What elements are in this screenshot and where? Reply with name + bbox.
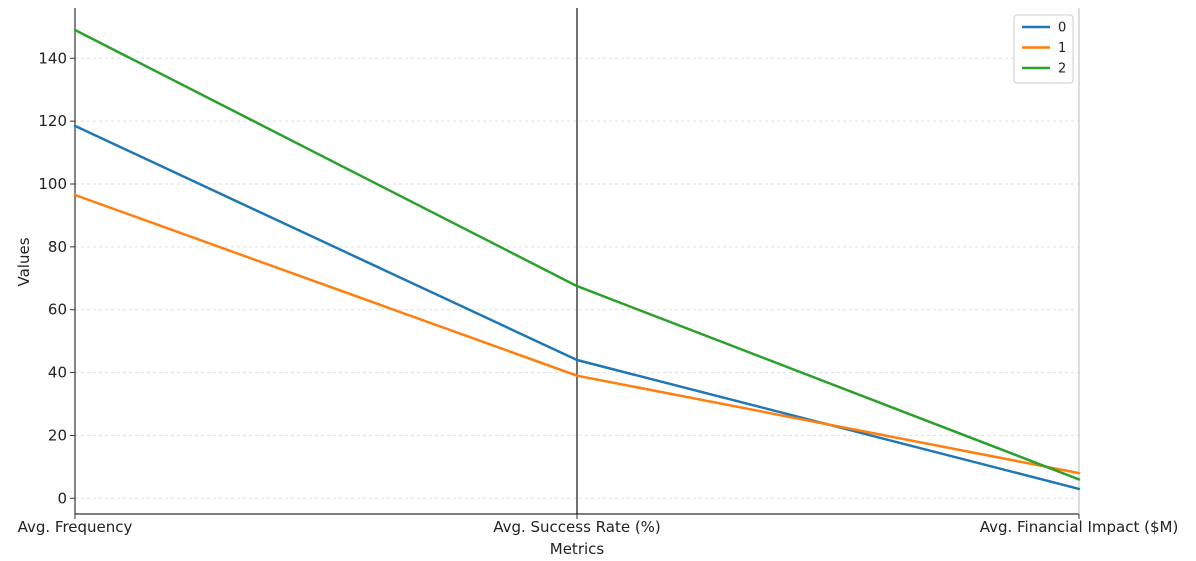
y-axis-title: Values	[15, 237, 33, 286]
y-tick-label: 100	[38, 175, 67, 193]
y-tick-label: 40	[48, 364, 67, 382]
y-tick-label: 140	[38, 49, 67, 67]
x-tick-label: Avg. Success Rate (%)	[493, 518, 661, 536]
legend-box	[1013, 14, 1074, 84]
ticks-layer: 0 20 40 60 80 100 120 140 Avg. Frequency Avg. Suc…	[18, 49, 1179, 536]
y-tick-label: 60	[48, 301, 67, 319]
series-line-1	[73, 193, 1081, 475]
series-layer	[73, 28, 1081, 491]
legend: 0 1 2	[1013, 14, 1074, 84]
legend-label: 2	[1058, 62, 1066, 77]
grid-layer	[75, 57, 1079, 499]
y-tick-label: 120	[38, 112, 67, 130]
x-tick-label: Avg. Frequency	[18, 518, 133, 536]
legend-label: 0	[1058, 21, 1066, 36]
legend-label: 1	[1058, 41, 1066, 56]
y-tick-label: 0	[57, 489, 67, 507]
series-line-0	[73, 124, 1081, 491]
y-tick-label: 80	[48, 238, 67, 256]
x-axis-title: Metrics	[550, 540, 605, 558]
x-tick-label: Avg. Financial Impact ($M)	[980, 518, 1179, 536]
series-line-2	[73, 28, 1081, 481]
y-tick-label: 20	[48, 426, 67, 444]
axes-layer	[74, 8, 1080, 515]
